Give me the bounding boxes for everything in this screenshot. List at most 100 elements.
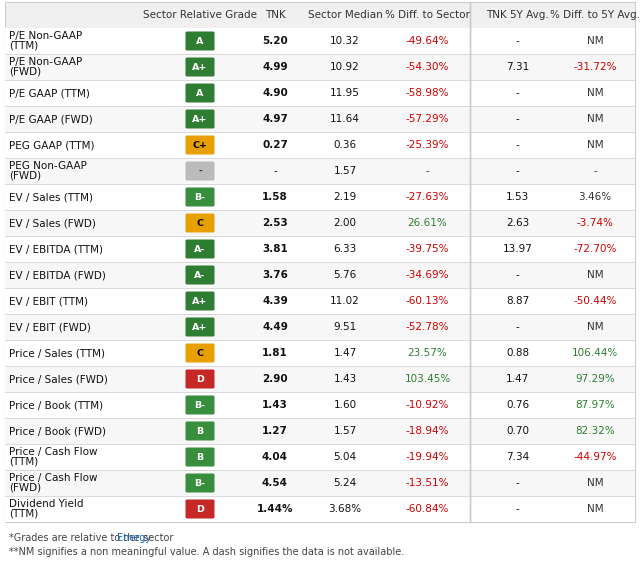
Text: 2.63: 2.63	[506, 218, 529, 228]
Text: 0.70: 0.70	[506, 426, 529, 436]
FancyBboxPatch shape	[186, 162, 214, 180]
Text: 4.99: 4.99	[262, 62, 288, 72]
FancyBboxPatch shape	[186, 135, 214, 155]
FancyBboxPatch shape	[186, 84, 214, 103]
Text: C+: C+	[193, 141, 207, 150]
Text: NM: NM	[587, 88, 604, 98]
Text: EV / EBITDA (TTM): EV / EBITDA (TTM)	[9, 244, 103, 254]
Text: -72.70%: -72.70%	[573, 244, 617, 254]
Text: 97.29%: 97.29%	[575, 374, 615, 384]
FancyBboxPatch shape	[186, 291, 214, 311]
Text: -: -	[516, 114, 520, 124]
Text: A-: A-	[195, 270, 205, 280]
Text: 10.32: 10.32	[330, 36, 360, 46]
Text: Price / Book (FWD): Price / Book (FWD)	[9, 426, 106, 436]
Text: EV / EBIT (TTM): EV / EBIT (TTM)	[9, 296, 88, 306]
Text: 82.32%: 82.32%	[575, 426, 615, 436]
Bar	[5, 470, 635, 496]
Text: 4.90: 4.90	[262, 88, 288, 98]
Text: C: C	[196, 349, 204, 357]
Bar	[5, 132, 635, 158]
Bar	[5, 54, 635, 80]
Text: 0.27: 0.27	[262, 140, 288, 150]
Text: C: C	[196, 218, 204, 228]
Text: NM: NM	[587, 322, 604, 332]
Text: P/E GAAP (FWD): P/E GAAP (FWD)	[9, 114, 93, 124]
Bar	[5, 496, 635, 522]
Text: 1.47: 1.47	[333, 348, 356, 358]
Bar	[5, 418, 635, 444]
Bar	[5, 288, 635, 314]
Text: % Diff. to Sector: % Diff. to Sector	[385, 10, 470, 20]
Text: -58.98%: -58.98%	[406, 88, 449, 98]
Text: -: -	[516, 88, 520, 98]
Text: A-: A-	[195, 245, 205, 253]
Bar	[5, 314, 635, 340]
Text: B-: B-	[195, 401, 205, 409]
Text: 4.39: 4.39	[262, 296, 288, 306]
Text: -39.75%: -39.75%	[406, 244, 449, 254]
FancyBboxPatch shape	[186, 110, 214, 128]
Text: 1.57: 1.57	[333, 166, 356, 176]
Text: 2.19: 2.19	[333, 192, 356, 202]
Text: NM: NM	[587, 36, 604, 46]
Bar	[5, 80, 635, 106]
Text: sector: sector	[140, 533, 173, 543]
Text: 26.61%: 26.61%	[408, 218, 447, 228]
Text: Price / Book (TTM): Price / Book (TTM)	[9, 400, 103, 410]
Text: EV / Sales (FWD): EV / Sales (FWD)	[9, 218, 96, 228]
Text: 1.60: 1.60	[333, 400, 356, 410]
Text: 1.44%: 1.44%	[257, 504, 293, 514]
Text: 4.04: 4.04	[262, 452, 288, 462]
Bar	[5, 366, 635, 392]
Text: (FWD): (FWD)	[9, 483, 41, 493]
Bar	[5, 2, 635, 522]
Text: -52.78%: -52.78%	[406, 322, 449, 332]
Text: *Grades are relative to the: *Grades are relative to the	[9, 533, 143, 543]
Text: -49.64%: -49.64%	[406, 36, 449, 46]
Text: NM: NM	[587, 504, 604, 514]
Text: Dividend Yield: Dividend Yield	[9, 499, 83, 509]
Text: 11.64: 11.64	[330, 114, 360, 124]
Text: 0.36: 0.36	[333, 140, 356, 150]
Text: 3.76: 3.76	[262, 270, 288, 280]
Bar	[5, 262, 635, 288]
Text: 2.90: 2.90	[262, 374, 288, 384]
Text: Sector Relative Grade: Sector Relative Grade	[143, 10, 257, 20]
Text: 4.97: 4.97	[262, 114, 288, 124]
Text: -10.92%: -10.92%	[406, 400, 449, 410]
Text: -: -	[198, 166, 202, 176]
Text: -: -	[426, 166, 429, 176]
Text: P/E Non-GAAP: P/E Non-GAAP	[9, 31, 83, 41]
Text: 87.97%: 87.97%	[575, 400, 615, 410]
Bar	[5, 106, 635, 132]
Text: 7.31: 7.31	[506, 62, 529, 72]
Text: -: -	[516, 504, 520, 514]
Text: 11.02: 11.02	[330, 296, 360, 306]
FancyBboxPatch shape	[186, 395, 214, 415]
Text: PEG Non-GAAP: PEG Non-GAAP	[9, 161, 87, 171]
Text: 3.81: 3.81	[262, 244, 288, 254]
Text: NM: NM	[587, 140, 604, 150]
Text: 13.97: 13.97	[502, 244, 532, 254]
Text: 1.43: 1.43	[262, 400, 288, 410]
Text: 5.04: 5.04	[333, 452, 356, 462]
Text: -: -	[516, 140, 520, 150]
Text: B-: B-	[195, 478, 205, 488]
Text: EV / EBITDA (FWD): EV / EBITDA (FWD)	[9, 270, 106, 280]
Text: D: D	[196, 505, 204, 513]
Text: Sector Median: Sector Median	[308, 10, 382, 20]
Text: A: A	[196, 36, 204, 46]
FancyBboxPatch shape	[186, 57, 214, 77]
FancyBboxPatch shape	[186, 32, 214, 50]
Text: 5.76: 5.76	[333, 270, 356, 280]
Text: 4.54: 4.54	[262, 478, 288, 488]
Text: TNK: TNK	[264, 10, 285, 20]
FancyBboxPatch shape	[186, 214, 214, 232]
Text: -57.29%: -57.29%	[406, 114, 449, 124]
Text: -31.72%: -31.72%	[573, 62, 617, 72]
Text: 3.46%: 3.46%	[579, 192, 612, 202]
Text: Price / Sales (FWD): Price / Sales (FWD)	[9, 374, 108, 384]
Text: -: -	[593, 166, 597, 176]
Text: 11.95: 11.95	[330, 88, 360, 98]
